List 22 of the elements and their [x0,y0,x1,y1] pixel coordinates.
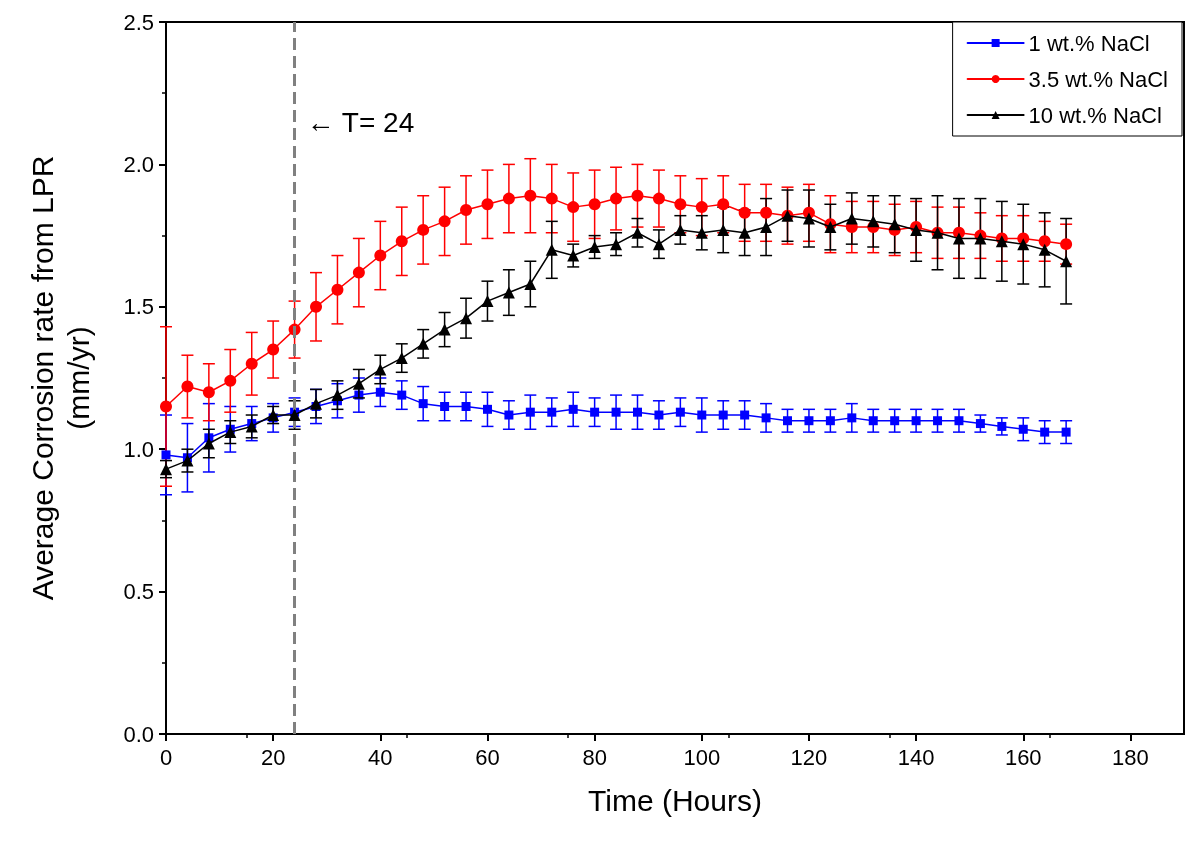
y-tick-label: 2.5 [123,9,154,35]
x-tick-label: 180 [1112,744,1149,770]
x-tick-label: 0 [159,744,173,770]
y-tick-label: 2.0 [123,151,154,177]
x-tick-label: 120 [790,744,828,770]
legend-label: 1 wt.% NaCl [1028,30,1150,56]
x-tick-label: 140 [897,744,935,770]
x-tick-label: 40 [368,744,393,770]
ref-line-label: ← T= 24 [306,106,415,138]
x-tick-label: 80 [582,744,607,770]
y-tick-label: 0.0 [123,721,154,747]
x-tick-label: 100 [683,744,721,770]
y-tick-label: 0.5 [123,579,154,605]
y-tick-label: 1.0 [123,436,154,462]
legend-label: 10 wt.% NaCl [1028,102,1162,128]
legend-label: 3.5 wt.% NaCl [1028,66,1169,92]
x-tick-label: 60 [475,744,500,770]
x-tick-label: 160 [1004,744,1042,770]
x-axis-title: Time (Hours) [588,783,762,817]
y-axis-title: Average Corrosion rate from LPR (mm/yr) [25,155,95,601]
x-tick-label: 20 [260,744,286,770]
y-tick-label: 1.5 [123,294,154,320]
